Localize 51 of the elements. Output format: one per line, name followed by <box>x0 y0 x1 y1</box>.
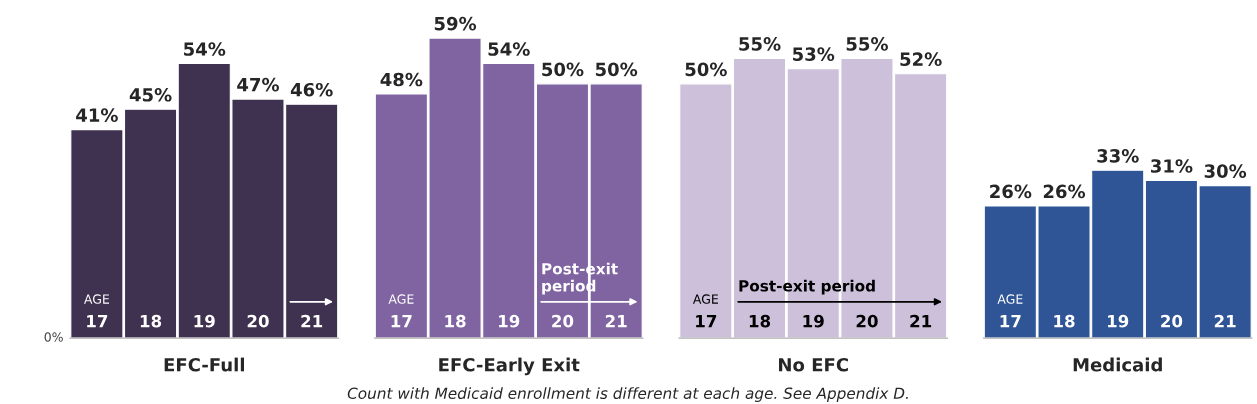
x-tick-label: 19 <box>803 314 824 328</box>
x-tick-label: 21 <box>1214 314 1236 328</box>
x-tick-label: 18 <box>445 314 466 328</box>
data-label: 55% <box>739 37 781 51</box>
data-label: 50% <box>542 62 584 77</box>
x-tick-label: 21 <box>605 314 627 328</box>
data-label: 47% <box>237 77 279 92</box>
annotation: AGE <box>84 294 110 304</box>
data-label: 30% <box>1204 164 1247 178</box>
x-tick-label: 18 <box>140 314 162 328</box>
annotation: AGE <box>388 294 414 304</box>
x-axis-title: EFC-Full <box>164 357 244 372</box>
data-label: 52% <box>900 52 942 67</box>
x-axis-title: Medicaid <box>1073 357 1162 372</box>
x-tick-label: 17 <box>87 315 108 328</box>
text: 0% <box>44 332 63 342</box>
data-label: 50% <box>685 62 727 77</box>
x-tick-label: 21 <box>910 314 932 328</box>
annotation: AGE <box>692 294 718 304</box>
x-tick-label: 20 <box>856 314 878 328</box>
annotation: AGE <box>997 294 1023 304</box>
x-tick-label: 19 <box>194 314 215 328</box>
data-label: 55% <box>846 37 888 51</box>
x-tick-label: 17 <box>1000 315 1021 328</box>
x-tick-label: 17 <box>391 315 412 328</box>
data-label: 54% <box>488 42 530 56</box>
data-label: 54% <box>184 42 226 56</box>
x-tick-label: 20 <box>1161 314 1183 328</box>
data-label: 46% <box>290 82 333 97</box>
x-tick-label: 20 <box>552 314 574 328</box>
data-label: 26% <box>990 184 1032 199</box>
annotation: Post-exit period <box>739 279 875 295</box>
x-tick-label: 20 <box>247 314 269 328</box>
x-tick-label: 19 <box>499 314 520 328</box>
x-tick-label: 18 <box>1054 314 1075 328</box>
data-label: 33% <box>1097 148 1139 163</box>
data-label: 26% <box>1043 184 1086 199</box>
data-label: 50% <box>595 62 638 77</box>
x-axis-title: EFC-Early Exit <box>439 357 580 376</box>
x-tick-label: 21 <box>301 314 323 328</box>
data-label: 41% <box>76 108 118 122</box>
data-label: 45% <box>129 87 172 102</box>
x-tick-label: 18 <box>749 314 771 328</box>
x-axis-title: No EFC <box>779 357 848 372</box>
text: Count with Medicaid enrollment is different at each age. See Appendix D. <box>347 387 908 402</box>
x-tick-label: 17 <box>696 315 717 328</box>
data-label: 48% <box>380 72 423 87</box>
data-label: 31% <box>1151 159 1193 173</box>
x-tick-label: 19 <box>1108 314 1129 328</box>
data-label: 59% <box>434 16 477 31</box>
data-label: 53% <box>793 47 835 61</box>
